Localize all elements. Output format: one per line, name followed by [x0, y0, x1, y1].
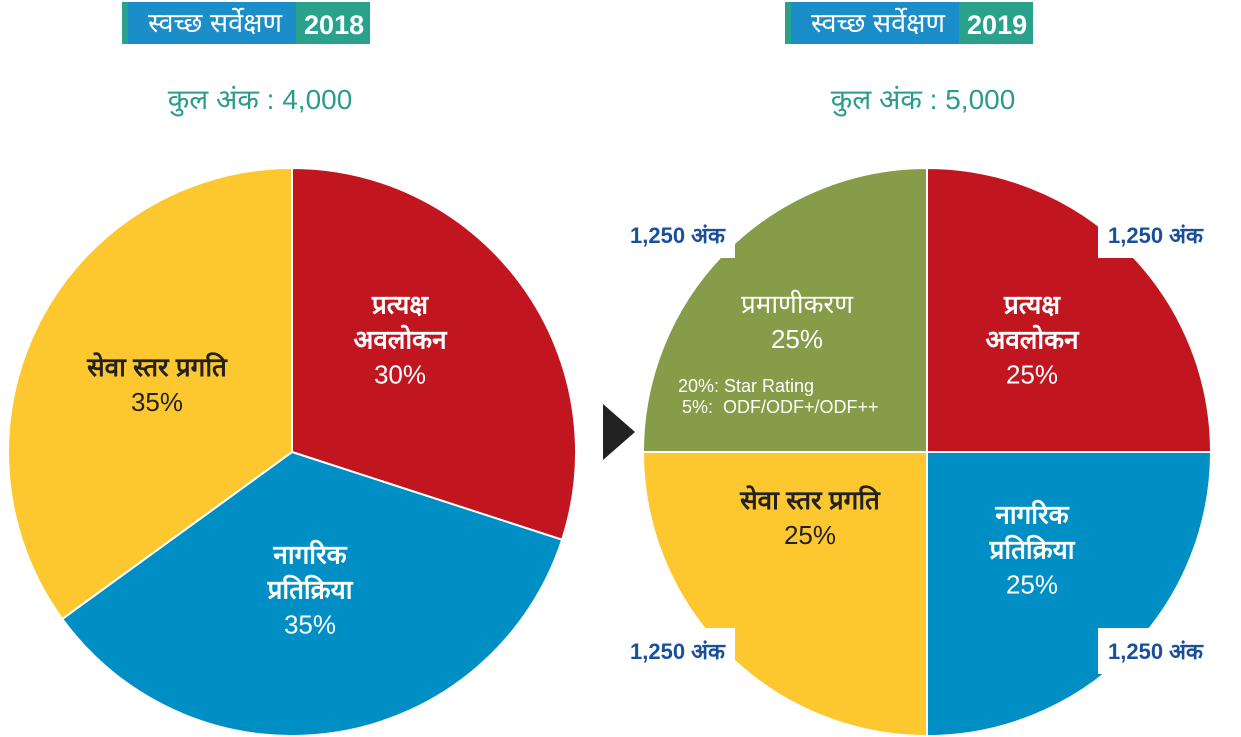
category-label: नागरिक प्रतिक्रिया: [267, 539, 353, 605]
points-label: 1,250 अंक: [620, 212, 735, 258]
pie-slice: [291, 166, 577, 542]
subtitle: कुल अंक : 4,000: [167, 84, 353, 115]
category-label: प्रत्यक्ष अवलोकन: [985, 289, 1079, 355]
annotations: 20%: Star Rating 5%: ODF/ODF+/ODF++: [678, 376, 879, 418]
value-label: 30%: [373, 359, 427, 390]
category-label: नागरिक प्रतिक्रिया: [989, 499, 1075, 565]
slice-label: प्रमाणीकरण 25%: [697, 287, 897, 357]
year: 2018: [296, 2, 371, 44]
points-label: 1,250 अंक: [1098, 212, 1213, 258]
value-label: 35%: [130, 387, 184, 417]
subtitle: कुल अंक : 5,000: [830, 84, 1016, 115]
category-label: प्रमाणीकरण: [740, 288, 853, 319]
value-label: 25%: [1005, 359, 1059, 390]
points-label: 1,250 अंक: [1098, 628, 1213, 674]
points-label: 1,250 अंक: [620, 628, 735, 674]
value-label: 35%: [283, 609, 337, 640]
category-label: सेवा स्तर प्रगति: [87, 351, 227, 382]
slice-label: प्रत्यक्ष अवलोकन 30%: [330, 287, 470, 392]
category-label: सेवा स्तर प्रगति: [740, 484, 880, 515]
category-label: प्रत्यक्ष अवलोकन: [353, 289, 447, 355]
title-badge: स्वच्छ सर्वेक्षण 2018: [122, 2, 371, 44]
year: 2019: [959, 2, 1034, 44]
annotation: 5%: ODF/ODF+/ODF++: [682, 397, 879, 417]
value-label: 25%: [1005, 569, 1059, 600]
slice-label: नागरिक प्रतिक्रिया 35%: [235, 537, 385, 642]
value-label: 25%: [783, 520, 837, 550]
slice-label: सेवा स्तर प्रगति 25%: [680, 483, 940, 553]
title: स्वच्छ सर्वेक्षण: [785, 2, 960, 44]
title-badge: स्वच्छ सर्वेक्षण 2019: [785, 2, 1034, 44]
slice-label: प्रत्यक्ष अवलोकन 25%: [962, 287, 1102, 392]
pie-slice: [60, 450, 564, 737]
arrow: [603, 404, 635, 460]
annotation: 20%: Star Rating: [678, 376, 815, 396]
pie-slice: [7, 166, 293, 621]
title: स्वच्छ सर्वेक्षण: [122, 2, 297, 44]
value-label: 25%: [770, 324, 824, 354]
slice-label: नागरिक प्रतिक्रिया 25%: [957, 497, 1107, 602]
slice-label: सेवा स्तर प्रगति 35%: [87, 350, 227, 420]
